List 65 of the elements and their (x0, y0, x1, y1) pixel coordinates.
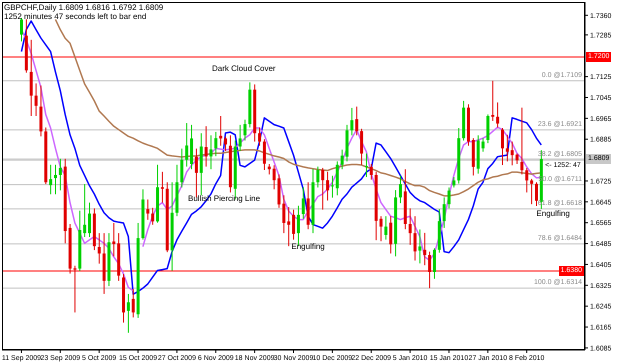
candlestick (258, 126, 262, 146)
candlestick (316, 166, 320, 188)
candlestick (428, 251, 432, 289)
candlestick (486, 114, 490, 144)
candlestick (336, 160, 339, 196)
candlestick (423, 232, 426, 266)
candlestick (530, 178, 534, 205)
candlestick (414, 216, 417, 262)
candlestick (30, 39, 33, 116)
candlestick (534, 182, 538, 206)
candlestick (219, 116, 222, 146)
candlestick (496, 102, 500, 128)
candlestick (262, 138, 266, 170)
annotation: 1252 minutes 47 seconds left to bar end (4, 12, 146, 21)
candlestick (49, 164, 52, 195)
candlestick (204, 126, 208, 168)
candlestick (88, 202, 92, 238)
candlestick (398, 175, 402, 204)
candlestick (448, 186, 451, 209)
candlestick (185, 122, 188, 168)
candlestick (355, 106, 358, 136)
annotation: Engulfing (536, 208, 570, 218)
candlestick (326, 171, 330, 202)
candlestick (151, 207, 154, 226)
candlestick (389, 216, 392, 254)
candlestick (98, 232, 101, 264)
candlestick (321, 167, 324, 210)
candlestick (370, 164, 373, 180)
candlestick (58, 158, 62, 191)
candlestick (238, 124, 242, 152)
candlestick (224, 136, 228, 152)
candlestick (340, 149, 344, 170)
candlestick (408, 208, 412, 246)
candlestick (491, 80, 494, 122)
candlestick (302, 186, 305, 220)
candlestick (516, 153, 519, 164)
candlestick (364, 153, 368, 178)
candlestick (350, 107, 354, 136)
candlestick (292, 209, 296, 240)
candlestick (209, 134, 212, 170)
candlestick (180, 148, 184, 188)
candlestick (330, 175, 334, 198)
candlestick (442, 196, 446, 228)
candlestick (520, 107, 524, 175)
candlestick (126, 293, 130, 334)
candlestick (132, 288, 135, 318)
candlestick (525, 167, 528, 193)
annotation: GBPCHF,Daily 1.6809 1.6816 1.6792 1.6809 (4, 3, 164, 12)
candlestick (418, 228, 422, 264)
annotation: Engulfing (291, 242, 325, 252)
candlestick (160, 171, 164, 204)
candlestick (214, 131, 218, 157)
candlestick (20, 17, 24, 42)
candlestick (54, 164, 58, 195)
candlestick (380, 216, 383, 242)
candlestick (452, 176, 456, 188)
annotation: Dark Cloud Cover (212, 64, 276, 73)
candlestick (243, 119, 246, 142)
candlestick (360, 128, 364, 166)
candlestick (500, 128, 504, 166)
candlestick (432, 248, 436, 280)
candlestick (482, 138, 485, 152)
candlestick (384, 216, 388, 240)
candlestick (34, 82, 38, 116)
candlestick (146, 198, 150, 220)
